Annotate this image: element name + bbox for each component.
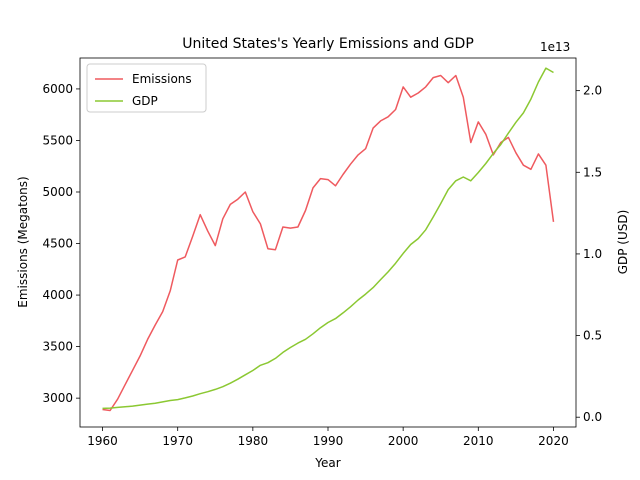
y2-offset-text: 1e13	[540, 40, 570, 54]
y-tick-label-right: 2.0	[583, 84, 602, 98]
y-tick-label-left: 5500	[42, 133, 73, 147]
y-axis-label-left: Emissions (Megatons)	[16, 176, 30, 307]
y-tick-label-left: 4000	[42, 288, 73, 302]
legend-label-gdp: GDP	[132, 94, 158, 108]
legend-label-emissions: Emissions	[132, 72, 192, 86]
series-line-gdp	[102, 67, 554, 410]
x-tick-label: 2000	[388, 434, 419, 448]
y-tick-label-right: 0.0	[583, 410, 602, 424]
y-tick-label-left: 3000	[42, 391, 73, 405]
y-tick-label-left: 5000	[42, 185, 73, 199]
x-tick-label: 1960	[87, 434, 118, 448]
y-tick-label-left: 6000	[42, 82, 73, 96]
series-line-emissions	[102, 74, 555, 412]
y-tick-label-left: 3500	[42, 340, 73, 354]
y-axis-label-right: GDP (USD)	[616, 210, 630, 275]
x-axis-label: Year	[314, 456, 340, 470]
chart-title: United States's Yearly Emissions and GDP	[182, 36, 474, 52]
y-tick-label-right: 0.5	[583, 329, 602, 343]
x-tick-label: 1970	[162, 434, 193, 448]
x-tick-label: 1980	[238, 434, 269, 448]
y-tick-label-right: 1.0	[583, 247, 602, 261]
plot-frame	[79, 57, 577, 428]
x-tick-label: 2010	[463, 434, 494, 448]
y-tick-label-left: 4500	[42, 237, 73, 251]
x-tick-label: 2020	[538, 434, 569, 448]
x-tick-label: 1990	[313, 434, 344, 448]
legend-box	[86, 63, 207, 113]
y-tick-label-right: 1.5	[583, 165, 602, 179]
plot-area: 1960 1970 1980 1990 2000 2010 2020 3000 3500 4000…	[42, 57, 602, 448]
